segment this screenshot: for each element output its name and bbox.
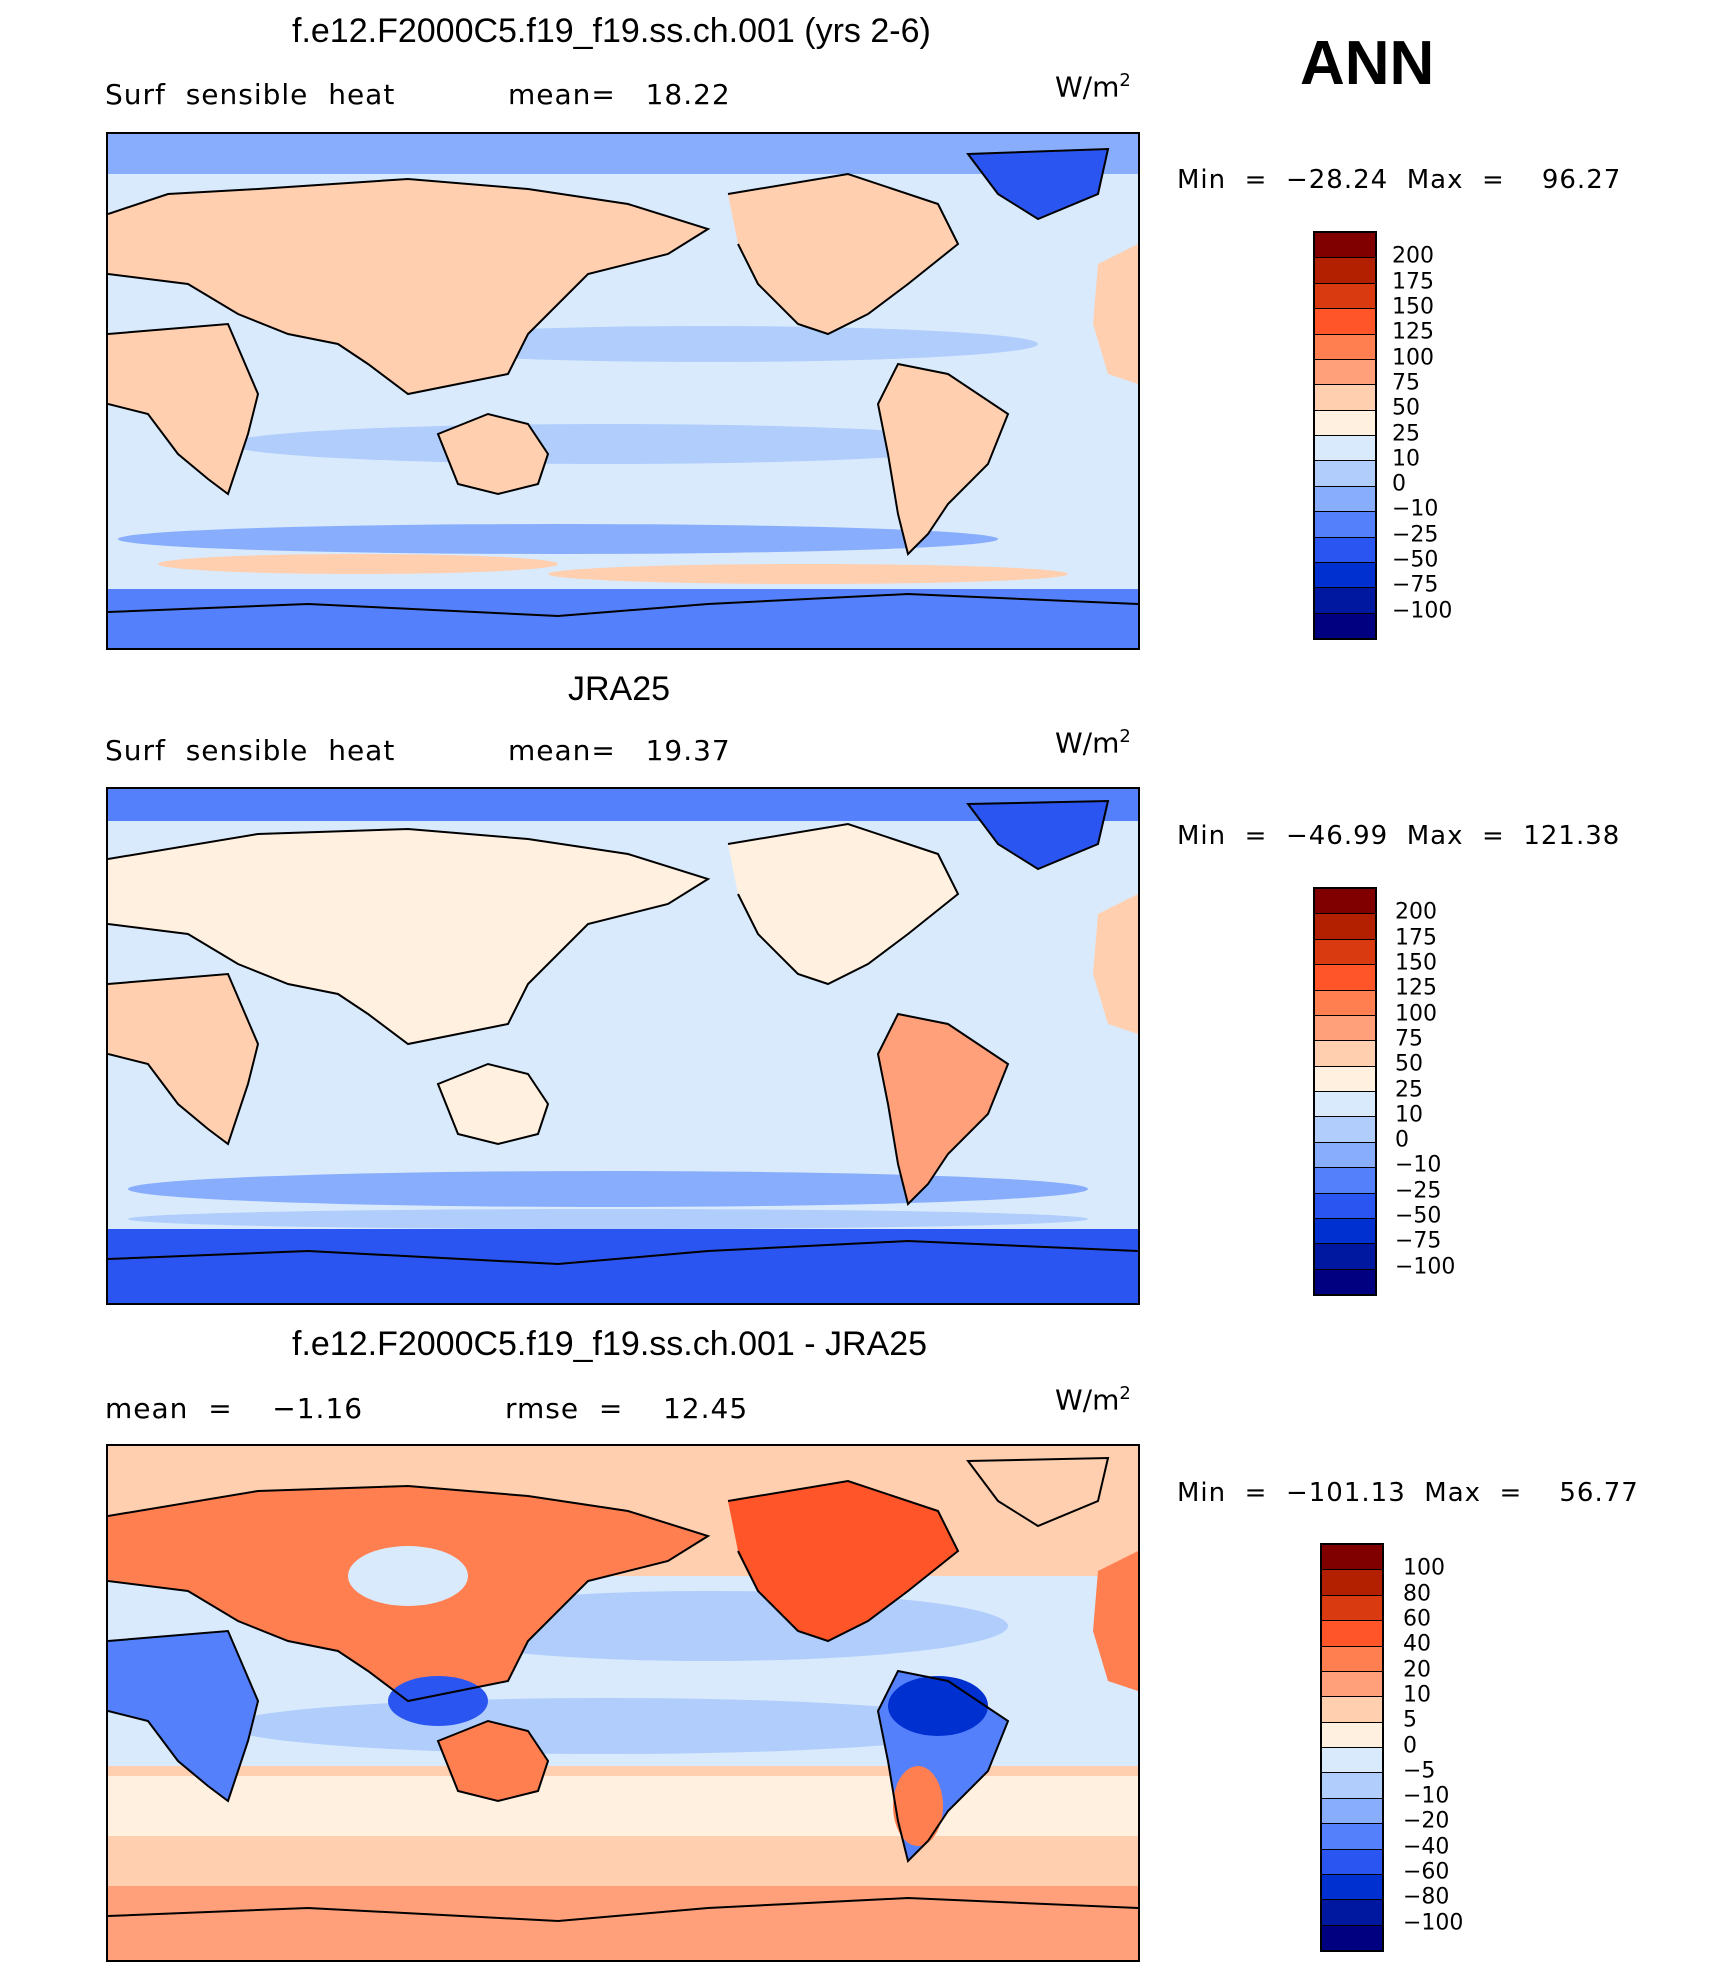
colorbar-tick: 10	[1392, 446, 1420, 472]
colorbar-tick: 75	[1392, 370, 1420, 396]
panel3-mean-label: mean = −1.16	[105, 1392, 364, 1425]
panel3-minmax: Min = −101.13 Max = 56.77	[1177, 1478, 1639, 1508]
colorbar-tick: 200	[1392, 243, 1434, 269]
colorbar-tick: −20	[1403, 1808, 1450, 1834]
panel3-title: f.e12.F2000C5.f19_f19.ss.ch.001 - JRA25	[292, 1325, 928, 1363]
colorbar-tick: −75	[1392, 572, 1439, 598]
panel3-colorbar	[1320, 1543, 1384, 1952]
colorbar-tick: 10	[1395, 1102, 1423, 1128]
colorbar-tick: −10	[1395, 1152, 1442, 1178]
panel2-title: JRA25	[568, 670, 671, 708]
colorbar-tick: −25	[1392, 522, 1439, 548]
colorbar-tick: 10	[1403, 1682, 1431, 1708]
colorbar-tick: 40	[1403, 1631, 1431, 1657]
colorbar-tick: 80	[1403, 1581, 1431, 1607]
colorbar-tick: −5	[1403, 1758, 1436, 1784]
panel1-variable-label: Surf sensible heat	[105, 78, 396, 111]
panel2-colorbar-ticks: 200 175 150 125 100 75 50 25 10 0 −10 −2…	[1395, 887, 1485, 1292]
colorbar-tick: −100	[1403, 1910, 1464, 1936]
colorbar-tick: −60	[1403, 1859, 1450, 1885]
colorbar-tick: 25	[1395, 1077, 1423, 1102]
panel1-minmax: Min = −28.24 Max = 96.27	[1177, 165, 1622, 195]
colorbar-tick: 25	[1392, 421, 1420, 446]
panel3-rmse-label: rmse = 12.45	[505, 1392, 749, 1425]
colorbar-tick: 60	[1403, 1606, 1431, 1632]
colorbar-tick: 150	[1395, 950, 1437, 976]
panel2-variable-label: Surf sensible heat	[105, 734, 396, 767]
colorbar-tick: −80	[1403, 1884, 1450, 1910]
panel3-units: W/m2	[1055, 1383, 1131, 1417]
colorbar-tick: −10	[1392, 496, 1439, 522]
panel2-units: W/m2	[1055, 726, 1131, 760]
panel1-title: f.e12.F2000C5.f19_f19.ss.ch.001 (yrs 2-6…	[292, 12, 931, 50]
colorbar-tick: 50	[1395, 1051, 1423, 1077]
colorbar-tick: −25	[1395, 1178, 1442, 1204]
colorbar-tick: −10	[1403, 1783, 1450, 1809]
colorbar-tick: 50	[1392, 395, 1420, 421]
panel2-map	[106, 787, 1140, 1305]
colorbar-tick: 175	[1395, 925, 1437, 951]
colorbar-tick: 0	[1392, 471, 1406, 497]
colorbar-tick: −50	[1395, 1203, 1442, 1229]
colorbar-tick: −75	[1395, 1228, 1442, 1254]
colorbar-tick: −50	[1392, 547, 1439, 573]
colorbar-tick: 100	[1395, 1001, 1437, 1027]
colorbar-tick: 0	[1403, 1733, 1417, 1758]
panel2-minmax: Min = −46.99 Max = 121.38	[1177, 821, 1621, 851]
colorbar-tick: 0	[1395, 1127, 1409, 1153]
panel1-units: W/m2	[1055, 70, 1131, 104]
panel1-map	[106, 132, 1140, 650]
colorbar-tick: 200	[1395, 899, 1437, 925]
colorbar-tick: −100	[1395, 1254, 1456, 1280]
colorbar-tick: 100	[1403, 1555, 1445, 1581]
colorbar-tick: 100	[1392, 345, 1434, 371]
panel3-colorbar-ticks: 100 80 60 40 20 10 5 0 −5 −10 −20 −40 −6…	[1403, 1543, 1493, 1948]
colorbar-tick: 20	[1403, 1657, 1431, 1683]
panel1-colorbar-ticks: 200 175 150 125 100 75 50 25 10 0 −10 −2…	[1392, 231, 1482, 636]
colorbar-tick: 5	[1403, 1707, 1417, 1733]
colorbar-tick: 125	[1392, 319, 1434, 345]
panel2-colorbar	[1313, 887, 1377, 1296]
panel2-mean-label: mean= 19.37	[508, 734, 731, 767]
colorbar-tick: 150	[1392, 294, 1434, 320]
colorbar-tick: −40	[1403, 1834, 1450, 1860]
panel1-mean-label: mean= 18.22	[508, 78, 731, 111]
colorbar-tick: −100	[1392, 598, 1453, 624]
panel3-map	[106, 1444, 1140, 1962]
colorbar-tick: 175	[1392, 269, 1434, 295]
season-label: ANN	[1300, 29, 1435, 98]
panel1-colorbar	[1313, 231, 1377, 640]
colorbar-tick: 75	[1395, 1026, 1423, 1052]
colorbar-tick: 125	[1395, 975, 1437, 1001]
